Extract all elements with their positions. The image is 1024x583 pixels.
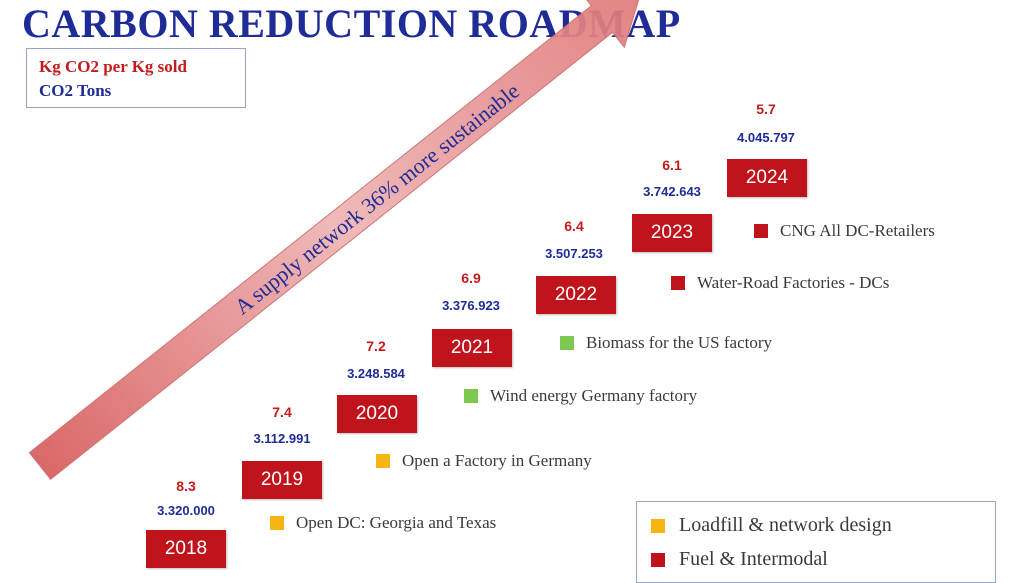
fuel-marker-icon (671, 276, 685, 290)
loadfill-marker-icon (376, 454, 390, 468)
fuel-legend-icon (651, 552, 665, 567)
renewable-marker-icon (560, 336, 574, 350)
year-box: 2020 (337, 395, 417, 433)
year-box: 2019 (242, 461, 322, 499)
legend-label: Fuel & Intermodal (679, 548, 828, 570)
initiative-label: Open DC: Georgia and Texas (296, 513, 497, 532)
initiative-label: Water-Road Factories - DCs (697, 273, 890, 292)
category-legend: Loadfill & network design Fuel & Intermo… (636, 501, 996, 583)
initiative-water-road: Water-Road Factories - DCs (671, 273, 889, 293)
tons-value: 3.320.000 (157, 503, 215, 518)
kg-value: 7.2 (366, 338, 386, 354)
initiative-label: CNG All DC-Retailers (780, 221, 935, 240)
units-legend-box: Kg CO2 per Kg sold CO2 Tons (26, 48, 246, 108)
co2-tons-label: CO2 Tons (39, 81, 112, 100)
legend-label: Loadfill & network design (679, 514, 892, 536)
year-box: 2024 (727, 159, 807, 197)
year-box: 2018 (146, 530, 226, 568)
year-box: 2021 (432, 329, 512, 367)
tons-value: 3.507.253 (545, 246, 603, 261)
initiative-label: Biomass for the US factory (586, 333, 773, 352)
tons-value: 4.045.797 (737, 130, 795, 145)
renewable-marker-icon (464, 389, 478, 403)
fuel-marker-icon (754, 224, 768, 238)
initiative-open-factory: Open a Factory in Germany (376, 451, 592, 471)
legend-item-loadfill: Loadfill & network design (651, 514, 892, 537)
initiative-label: Open a Factory in Germany (402, 451, 592, 470)
tons-value: 3.742.643 (643, 184, 701, 199)
initiative-cng: CNG All DC-Retailers (754, 221, 935, 241)
initiative-label: Wind energy Germany factory (490, 386, 698, 405)
legend-item-fuel: Fuel & Intermodal (651, 548, 828, 571)
kg-value: 6.4 (564, 218, 584, 234)
arrow-shape (28, 0, 644, 481)
kg-value: 6.9 (461, 270, 481, 286)
loadfill-legend-icon (651, 518, 665, 533)
kg-value: 8.3 (176, 478, 196, 494)
kg-value: 7.4 (272, 404, 292, 420)
initiative-open-dc: Open DC: Georgia and Texas (270, 513, 496, 533)
year-box: 2023 (632, 214, 712, 252)
kg-value: 5.7 (756, 101, 776, 117)
initiative-biomass: Biomass for the US factory (560, 333, 772, 353)
year-box: 2022 (536, 276, 616, 314)
loadfill-marker-icon (270, 516, 284, 530)
tons-value: 3.112.991 (253, 431, 311, 446)
tons-value: 3.376.923 (442, 298, 500, 313)
tons-value: 3.248.584 (347, 366, 405, 381)
kg-per-kg-label: Kg CO2 per Kg sold (39, 57, 187, 76)
initiative-wind-energy: Wind energy Germany factory (464, 386, 697, 406)
kg-value: 6.1 (662, 157, 682, 173)
